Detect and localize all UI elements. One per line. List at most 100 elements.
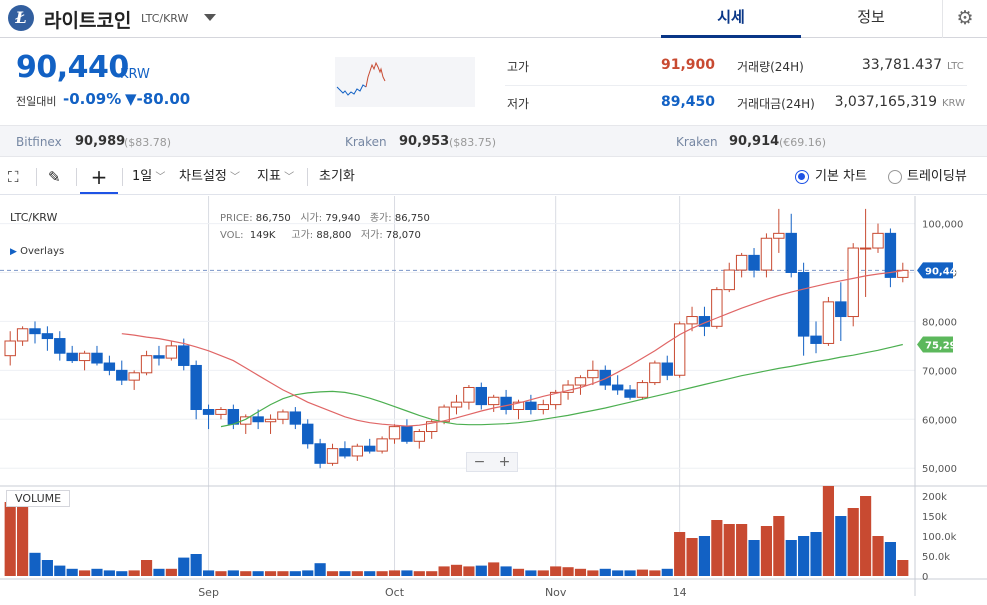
high-value: 91,900: [660, 57, 715, 73]
candle-body: [103, 362, 116, 371]
close-label: 종가:: [369, 213, 392, 224]
exchange-foreign-price: ($83.75): [449, 136, 497, 149]
zoom-in-button[interactable]: +: [498, 454, 511, 470]
mini-chart-up-line: [365, 61, 386, 88]
gear-icon[interactable]: ⚙: [942, 0, 987, 38]
vol-value: 149K: [249, 230, 276, 241]
exchange-name: Bitfinex: [16, 135, 62, 149]
candle-body: [190, 364, 202, 410]
volume-bar: [252, 571, 264, 576]
overlays-toggle[interactable]: ▶ Overlays: [10, 246, 64, 257]
vol-tick-label: 200k: [922, 492, 947, 503]
interval-label: 1일: [132, 169, 153, 184]
candle-body: [859, 247, 872, 250]
last-price-tag-bg: [917, 262, 953, 279]
candle-body: [537, 404, 549, 411]
volume-bar: [897, 560, 909, 576]
candle-body: [587, 369, 599, 379]
exchange-price: 90,953: [399, 134, 450, 149]
tradingview-label[interactable]: 트레이딩뷰: [907, 169, 967, 184]
exchange-name: Kraken: [345, 135, 387, 149]
exchange-price: 90,914: [729, 134, 780, 149]
volume-bar: [388, 570, 401, 576]
volume-bar: [860, 496, 872, 576]
candle-body: [425, 421, 438, 433]
pencil-icon[interactable]: ✎: [48, 168, 61, 186]
basic-chart-radio[interactable]: [795, 170, 809, 184]
volume-bar: [17, 502, 29, 576]
price-unit: KRW: [120, 67, 150, 82]
header-bar: Ł 라이트코인 LTC/KRW 시세 정보 ⚙: [0, 0, 987, 38]
volume-bar: [822, 486, 834, 576]
candle-body: [165, 345, 178, 359]
volume-bar: [364, 571, 376, 576]
litecoin-icon: Ł: [8, 5, 34, 31]
volume-bar: [723, 524, 735, 576]
chevron-down-icon: ﹀: [152, 172, 166, 183]
vol-readout: VOL: 149K 고가: 88,800 저가: 78,070: [220, 226, 421, 241]
reset-button[interactable]: 초기화: [319, 169, 355, 184]
chevron-down-icon: ﹀: [280, 172, 295, 183]
volume-bar: [785, 540, 797, 576]
close-value: 86,750: [394, 213, 430, 224]
candle-body: [4, 340, 16, 357]
volume-bar: [4, 502, 16, 576]
volume-bar: [450, 564, 463, 576]
high-value: 88,800: [316, 230, 352, 241]
ma-short-line: [121, 269, 903, 427]
vol-tick-label: 100.0k: [922, 532, 957, 543]
vol-tick-label: 0: [922, 572, 928, 583]
volume-bar: [711, 520, 723, 576]
volume-unit: LTC: [947, 61, 964, 72]
crosshair-icon[interactable]: +: [80, 160, 118, 194]
candle-body: [723, 269, 735, 291]
candle-body: [153, 355, 165, 359]
price-chart[interactable]: 100,00090,00080,00070,00060,00050,000200…: [0, 196, 987, 605]
coin-pair[interactable]: LTC/KRW: [141, 12, 189, 25]
candle-body: [351, 445, 364, 457]
candle-body: [500, 396, 512, 410]
basic-chart-label[interactable]: 기본 차트: [815, 169, 867, 184]
chart-toolbar: ⛶ ✎ + 1일 ﹀ 차트설정 ﹀ 지표 ﹀ 초기화 기본 차트 트레이딩뷰: [0, 160, 987, 195]
candle-body: [686, 316, 698, 325]
candle-body: [264, 418, 277, 423]
stats-divider: [505, 85, 967, 86]
fullscreen-icon[interactable]: ⛶: [8, 168, 19, 186]
chart-canvas[interactable]: 100,00090,00080,00070,00060,00050,000200…: [0, 196, 987, 605]
chevron-down-icon[interactable]: [204, 14, 216, 21]
candle-body: [463, 386, 475, 403]
exchange-name: Kraken: [676, 135, 718, 149]
high-label: 고가:: [291, 230, 314, 241]
volume-bar: [190, 554, 202, 576]
volume-bar: [153, 568, 165, 576]
candle-body: [711, 289, 723, 327]
candle-body: [574, 377, 587, 386]
candle-body: [512, 401, 525, 411]
chart-settings-dropdown[interactable]: 차트설정 ﹀: [179, 160, 240, 194]
candle-body: [797, 272, 810, 337]
toolbar-divider: [36, 168, 37, 186]
volume-bar: [686, 538, 698, 576]
coin-name[interactable]: 라이트코인: [44, 10, 132, 32]
volume-bar: [488, 562, 500, 576]
ma-price-tag: 75,294: [925, 340, 964, 351]
volume-bar: [872, 536, 884, 576]
volume-bar: [140, 560, 153, 576]
volume-bar: [289, 571, 301, 576]
volume-bar: [54, 565, 66, 576]
volume-bar: [41, 560, 53, 576]
tab-quote[interactable]: 시세: [661, 0, 801, 38]
candle-body: [66, 352, 78, 362]
interval-dropdown[interactable]: 1일 ﹀: [132, 160, 165, 194]
zoom-out-button[interactable]: −: [473, 454, 486, 470]
candle-body: [140, 355, 153, 374]
y-tick-label: 50,000: [922, 464, 957, 475]
tradingview-radio[interactable]: [888, 170, 902, 184]
vol-tick-label: 50.0k: [922, 552, 950, 563]
tab-info[interactable]: 정보: [857, 8, 885, 26]
indicators-dropdown[interactable]: 지표 ﹀: [257, 160, 294, 194]
change-amount: ▼-80.00: [125, 90, 191, 108]
y-tick-label: 100,000: [922, 220, 963, 231]
candle-body: [388, 426, 401, 440]
volume-bar: [748, 540, 760, 576]
